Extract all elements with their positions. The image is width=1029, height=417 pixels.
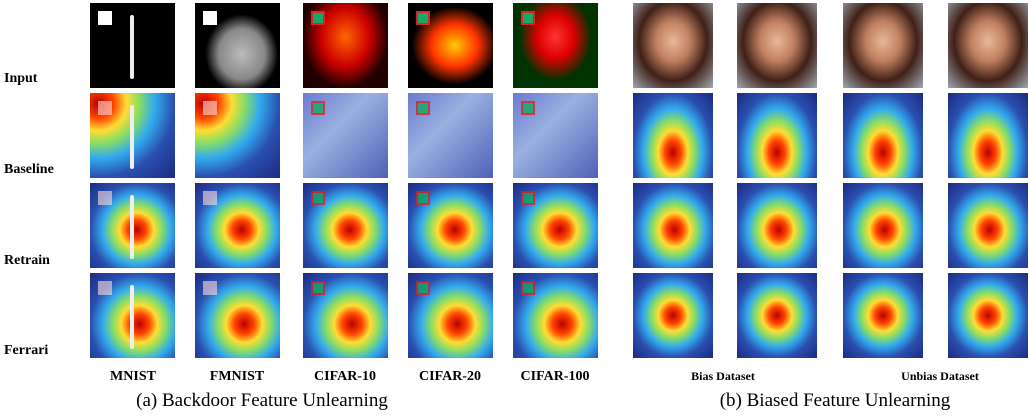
- input-image: [195, 3, 280, 88]
- heatmap: [195, 183, 280, 268]
- group-label: Unbias Dataset: [901, 369, 979, 383]
- input-image: [513, 3, 598, 88]
- input-image: [303, 3, 388, 88]
- row-label: Input: [4, 71, 38, 86]
- row-label: Baseline: [4, 162, 54, 177]
- row-label: Ferrari: [4, 343, 49, 358]
- heatmap: [303, 183, 388, 268]
- input-image: [408, 3, 493, 88]
- heatmap: [513, 93, 598, 178]
- row-label: Retrain: [4, 253, 50, 268]
- face-image: [633, 3, 713, 88]
- heatmap: [737, 183, 817, 268]
- heatmap: [90, 93, 175, 178]
- heatmap: [90, 183, 175, 268]
- heatmap: [408, 93, 493, 178]
- column-label: FMNIST: [209, 369, 265, 384]
- heatmap: [843, 273, 923, 358]
- heatmap: [843, 93, 923, 178]
- caption: (b) Biased Feature Unlearning: [719, 390, 951, 411]
- heatmap: [948, 273, 1028, 358]
- heatmap: [408, 183, 493, 268]
- heatmap: [633, 93, 713, 178]
- heatmap: [195, 93, 280, 178]
- heatmap: [737, 93, 817, 178]
- column-label: MNIST: [110, 369, 156, 384]
- heatmap: [513, 273, 598, 358]
- heatmap: [513, 183, 598, 268]
- column-label: CIFAR-100: [520, 369, 590, 384]
- heatmap: [195, 273, 280, 358]
- heatmap: [408, 273, 493, 358]
- heatmap: [843, 183, 923, 268]
- face-image: [737, 3, 817, 88]
- heatmap: [633, 183, 713, 268]
- group-label: Bias Dataset: [691, 369, 755, 383]
- column-label: CIFAR-20: [419, 369, 481, 384]
- heatmap: [90, 273, 175, 358]
- heatmap: [737, 273, 817, 358]
- caption: (a) Backdoor Feature Unlearning: [136, 390, 388, 411]
- heatmap: [633, 273, 713, 358]
- heatmap: [948, 93, 1028, 178]
- column-label: CIFAR-10: [314, 369, 376, 384]
- input-image: [90, 3, 175, 88]
- heatmap: [948, 183, 1028, 268]
- face-image: [948, 3, 1028, 88]
- heatmap: [303, 273, 388, 358]
- face-image: [843, 3, 923, 88]
- heatmap: [303, 93, 388, 178]
